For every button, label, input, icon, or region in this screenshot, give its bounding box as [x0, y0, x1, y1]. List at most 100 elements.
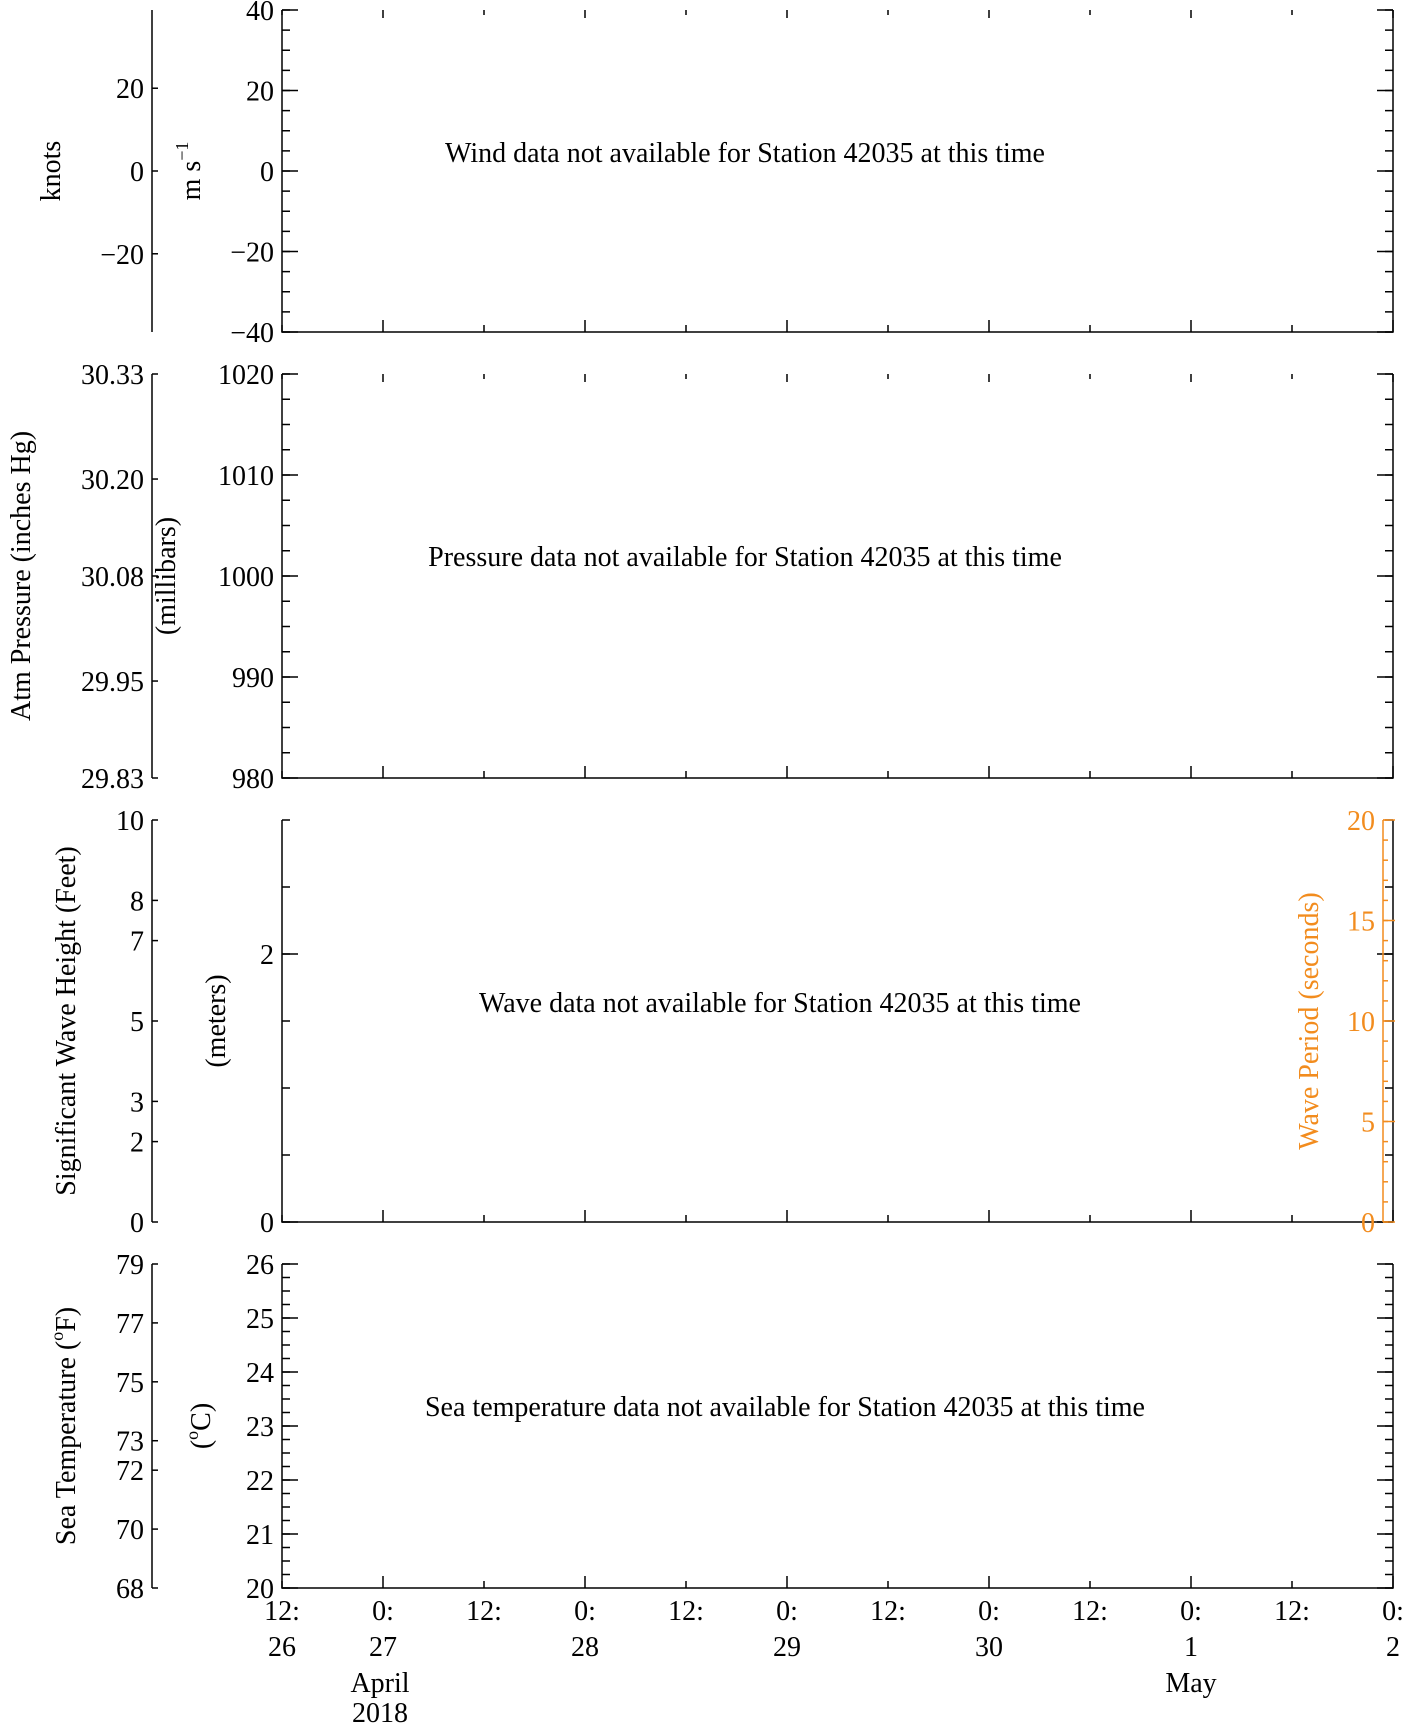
- y-right-axis-title: Wave Period (seconds): [1294, 892, 1325, 1149]
- x-tick-day-label: 28: [571, 1632, 599, 1663]
- y-outer-tick-label: 29.83: [81, 764, 144, 795]
- x-tick-hour-label: 0:: [978, 1596, 1000, 1627]
- y-outer-tick-label: 30.33: [81, 360, 144, 391]
- y-inner-tick-label: 20: [246, 1574, 274, 1605]
- x-tick-hour-label: 0:: [776, 1596, 798, 1627]
- y-inner-tick-label: 2: [260, 940, 274, 971]
- y-outer-tick-label: 0: [130, 1208, 144, 1239]
- y-outer-axis-title-end: F): [51, 1307, 82, 1332]
- y-outer-tick-label: 75: [116, 1368, 144, 1399]
- y-inner-tick-label: −20: [230, 238, 274, 269]
- x-tick-hour-label: 12:: [668, 1596, 704, 1627]
- y-inner-tick-label: 0: [260, 157, 274, 188]
- y-outer-tick-label: 72: [116, 1456, 144, 1487]
- y-inner-tick-label: 22: [246, 1466, 274, 1497]
- x-tick-hour-label: 12:: [1072, 1596, 1108, 1627]
- y-outer-axis-title: Significant Wave Height (Feet): [51, 846, 82, 1195]
- y-inner-tick-label: 1000: [218, 562, 274, 593]
- y-outer-tick-label: 29.95: [81, 667, 144, 698]
- y-inner-axis-title-text: (meters): [201, 974, 232, 1067]
- y-inner-axis-title-sup: −1: [172, 142, 192, 161]
- plot-frame: [281, 374, 1394, 779]
- x-tick-hour-label: 0:: [1382, 1596, 1404, 1627]
- y-right-tick-label: 0: [1361, 1208, 1375, 1239]
- y-inner-tick-label: 990: [232, 663, 274, 694]
- y-outer-axis-title-text: Atm Pressure (inches Hg): [6, 431, 37, 721]
- y-inner-axis-title-text: (millibars): [151, 517, 182, 635]
- y-inner-tick-label: 40: [246, 0, 274, 27]
- x-tick-day-label: 29: [773, 1632, 801, 1663]
- y-outer-axis-title-text: Sea Temperature (: [51, 1341, 82, 1545]
- y-outer-axis-title: Sea Temperature (oF): [47, 1307, 82, 1545]
- y-inner-tick-label: 24: [246, 1358, 274, 1389]
- y-inner-tick-label: 21: [246, 1520, 274, 1551]
- y-outer-axis-title-text: Significant Wave Height (Feet): [51, 846, 82, 1195]
- plot-frame: [281, 820, 1394, 1223]
- no-data-message: Wave data not available for Station 4203…: [479, 988, 1081, 1019]
- x-tick-hour-label: 0:: [574, 1596, 596, 1627]
- x-tick-day-label: 30: [975, 1632, 1003, 1663]
- no-data-message: Sea temperature data not available for S…: [425, 1392, 1145, 1423]
- panel-wind: 40 20 0 −20 −40 20 0 −20 knots m s−1 Wind data not…: [36, 0, 1394, 349]
- y-inner-tick-label: 25: [246, 1304, 274, 1335]
- x-tick-hour-label: 12:: [1274, 1596, 1310, 1627]
- y-outer-tick-label: 7: [130, 927, 144, 958]
- y-inner-tick-label: 0: [260, 1208, 274, 1239]
- x-tick-hour-label: 12:: [264, 1596, 300, 1627]
- plot-frame: [281, 1264, 1394, 1589]
- y-outer-tick-label: 30.08: [81, 562, 144, 593]
- y-inner-axis-title: (millibars): [151, 517, 182, 635]
- y-inner-tick-label: 1020: [218, 360, 274, 391]
- y-inner-tick-label: 1010: [218, 461, 274, 492]
- y-inner-tick-label: 23: [246, 1412, 274, 1443]
- x-tick-day-label: 27: [369, 1632, 397, 1663]
- y-inner-tick-label: 980: [232, 764, 274, 795]
- y-outer-tick-label: 10: [116, 806, 144, 837]
- y-right-tick-label: 15: [1347, 907, 1375, 938]
- x-tick-month-label: April: [350, 1668, 409, 1699]
- y-inner-axis-title: (meters): [201, 974, 232, 1067]
- y-inner-tick-label: −40: [230, 318, 274, 349]
- y-outer-tick-label: 0: [130, 157, 144, 188]
- y-inner-axis-title-text: (: [186, 1440, 217, 1449]
- y-outer-tick-label: 3: [130, 1087, 144, 1118]
- y-outer-tick-label: 79: [116, 1250, 144, 1281]
- y-inner-axis-title-sup: o: [182, 1431, 202, 1440]
- y-outer-tick-label: 20: [116, 74, 144, 105]
- x-tick-day-label: 2: [1386, 1632, 1400, 1663]
- no-data-message: Pressure data not available for Station …: [428, 542, 1062, 573]
- y-outer-axis-title: knots: [36, 141, 67, 202]
- y-right-tick-label: 10: [1347, 1007, 1375, 1038]
- y-outer-tick-label: 8: [130, 886, 144, 917]
- y-outer-tick-label: −20: [100, 240, 144, 271]
- y-inner-axis-title: m s−1: [172, 142, 207, 201]
- plot-frame: [281, 10, 1394, 333]
- panel-pressure: 1020 1010 1000 990 980 30.33 30.20 30.08 29.95 29…: [6, 360, 1394, 795]
- y-outer-tick-label: 2: [130, 1128, 144, 1159]
- y-right-tick-label: 20: [1347, 806, 1375, 837]
- y-inner-tick-label: 20: [246, 77, 274, 108]
- no-data-message: Wind data not available for Station 4203…: [445, 138, 1045, 169]
- x-tick-hour-label: 12:: [870, 1596, 906, 1627]
- x-tick-month-label: May: [1165, 1668, 1216, 1699]
- x-tick-day-label: 26: [268, 1632, 296, 1663]
- y-outer-tick-label: 68: [116, 1574, 144, 1605]
- x-tick-hour-label: 0:: [1180, 1596, 1202, 1627]
- y-inner-axis-title-end: C): [186, 1403, 217, 1431]
- x-tick-hour-label: 12:: [466, 1596, 502, 1627]
- y-inner-tick-label: 26: [246, 1250, 274, 1281]
- y-outer-axis-title-sup: o: [47, 1332, 67, 1341]
- y-outer-tick-label: 5: [130, 1007, 144, 1038]
- y-outer-tick-label: 73: [116, 1427, 144, 1458]
- y-inner-axis-title: (oC): [182, 1403, 217, 1449]
- y-outer-axis-title: Atm Pressure (inches Hg): [6, 431, 37, 721]
- x-tick-year-label: 2018: [352, 1698, 408, 1723]
- y-right-tick-label: 5: [1361, 1108, 1375, 1139]
- y-outer-tick-label: 30.20: [81, 465, 144, 496]
- x-tick-day-label: 1: [1184, 1632, 1198, 1663]
- y-inner-axis-title-text: m s: [176, 161, 207, 201]
